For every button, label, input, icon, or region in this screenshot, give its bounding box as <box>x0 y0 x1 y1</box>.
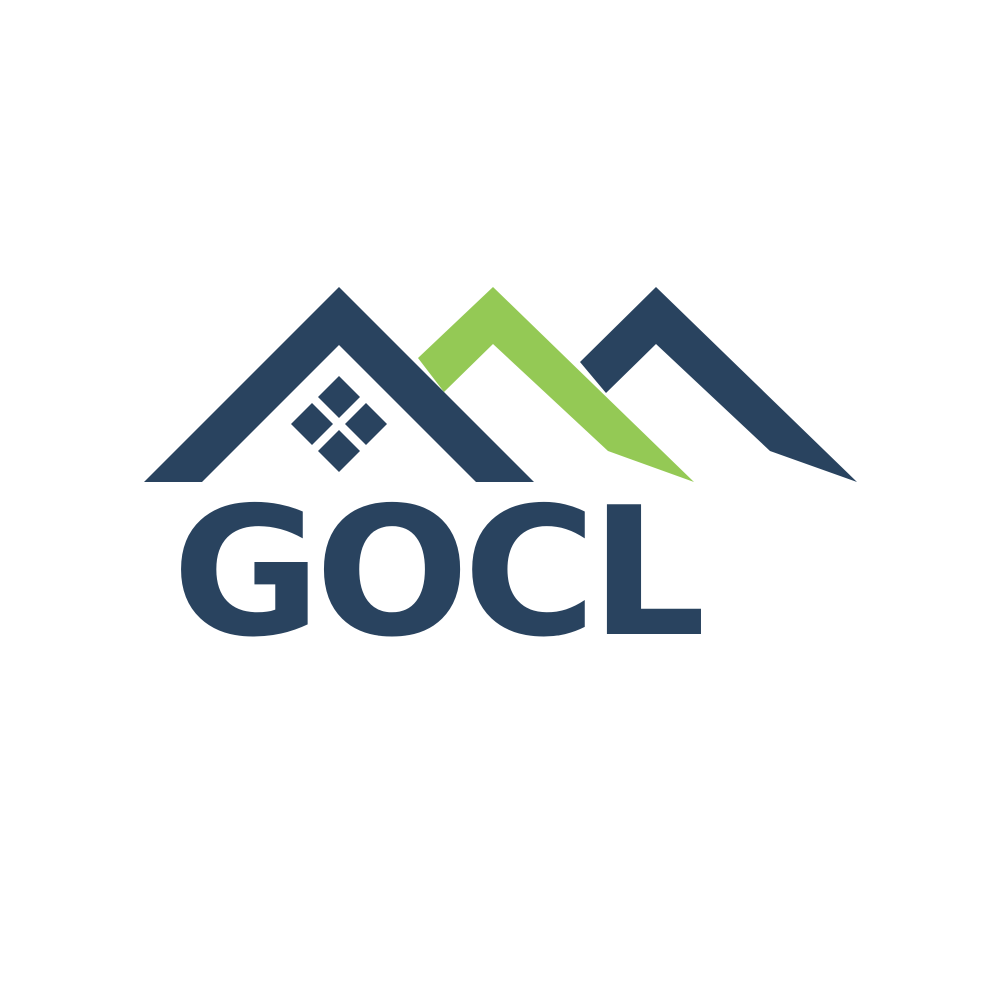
left-roof-icon <box>144 287 534 482</box>
brand-wordmark: GOCL <box>172 469 706 676</box>
window-icon <box>291 376 387 472</box>
right-roof-icon <box>580 287 857 482</box>
green-roof-icon <box>418 287 694 482</box>
